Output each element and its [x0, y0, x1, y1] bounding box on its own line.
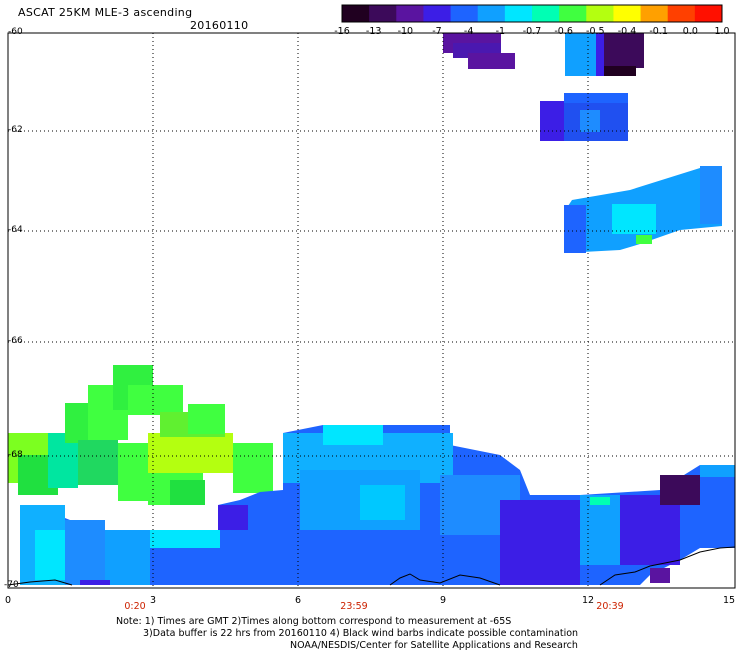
- swath-cell: [218, 505, 248, 530]
- swath-cell: [188, 404, 225, 434]
- colorbar-swatch: [640, 5, 669, 22]
- colorbar-swatch: [423, 5, 452, 22]
- time-label: 23:59: [340, 601, 368, 612]
- swath-cell: [230, 530, 310, 585]
- coastline: [7, 546, 736, 586]
- swath-cell: [620, 495, 680, 565]
- map-date: 20160110: [190, 19, 249, 32]
- x-tick-label: 12: [581, 595, 595, 606]
- swath-cell: [468, 53, 515, 69]
- colorbar-label: 0.0: [682, 26, 698, 37]
- swath-cell: [78, 440, 118, 485]
- colorbar-label: -4: [463, 26, 474, 37]
- swath-cell: [580, 110, 600, 132]
- swath-cell: [650, 568, 670, 583]
- colorbar-swatch: [450, 5, 479, 22]
- swath-cell: [580, 495, 620, 565]
- data-swaths: [8, 33, 735, 585]
- colorbar-swatch: [532, 5, 560, 22]
- swath-cell: [596, 33, 606, 76]
- y-tick-label: -64: [8, 225, 23, 235]
- colorbar: [341, 4, 723, 23]
- swath-cell: [233, 443, 273, 493]
- colorbar-label: -7: [432, 26, 442, 37]
- y-tick-label: -62: [8, 125, 23, 135]
- swath-cell: [65, 520, 105, 585]
- colorbar-label: 1.0: [714, 26, 730, 37]
- swath-cell: [590, 497, 610, 505]
- swath-cell: [660, 475, 700, 505]
- time-label: 20:39: [596, 601, 624, 612]
- swath-cell: [118, 443, 148, 501]
- swath-cell: [360, 485, 405, 520]
- swath-cell: [35, 530, 65, 580]
- swath-cell: [700, 166, 722, 224]
- x-tick-label: 3: [149, 595, 157, 606]
- colorbar-label: -16: [334, 26, 350, 37]
- colorbar-swatch: [369, 5, 397, 22]
- swath-cell: [604, 33, 644, 68]
- swath-cell: [80, 580, 110, 585]
- colorbar-swatch: [477, 5, 506, 22]
- y-tick-label: -66: [8, 336, 23, 346]
- swath-cell: [150, 548, 230, 585]
- colorbar-swatch: [342, 5, 370, 22]
- y-tick-label: -68: [8, 450, 23, 460]
- colorbar-swatch: [504, 5, 533, 22]
- note-line-1: Note: 1) Times are GMT 2)Times along bot…: [116, 616, 512, 627]
- swath-cell: [150, 530, 220, 550]
- swath-cell: [170, 480, 205, 505]
- swath-cell: [148, 433, 233, 473]
- swath-cell: [105, 530, 150, 585]
- colorbar-label: -10: [397, 26, 414, 37]
- swath-cell: [500, 500, 580, 585]
- x-tick-label: 0: [4, 595, 12, 606]
- x-tick-label: 6: [294, 595, 302, 606]
- swath-cell: [636, 235, 652, 244]
- colorbar-label: -0.7: [522, 26, 542, 37]
- note-line-2: 3)Data buffer is 22 hrs from 20160110 4)…: [143, 628, 579, 639]
- colorbar-label: -0.5: [586, 26, 605, 37]
- colorbar-label: -0.1: [649, 26, 668, 37]
- y-tick-label: -60: [8, 27, 23, 37]
- y-tick-label: -70: [4, 580, 19, 590]
- colorbar-swatch: [396, 5, 424, 22]
- colorbar-swatch: [667, 5, 696, 22]
- colorbar-swatch: [613, 5, 642, 22]
- swath-cell: [128, 385, 183, 415]
- colorbar-swatch: [586, 5, 614, 22]
- time-label: 0:20: [124, 601, 146, 612]
- colorbar-label: -0.4: [617, 26, 637, 37]
- note-line-3: NOAA/NESDIS/Center for Satellite Applica…: [290, 640, 578, 651]
- swath-cell: [564, 93, 628, 103]
- swath-cell: [323, 425, 383, 445]
- swath-cell: [700, 465, 735, 477]
- swath-cell: [700, 465, 735, 545]
- colorbar-swatch: [694, 5, 723, 22]
- gridlines: [8, 33, 735, 588]
- colorbar-label: -0.6: [554, 26, 573, 37]
- swath-cell: [612, 204, 656, 234]
- colorbar-label: -13: [365, 26, 382, 37]
- x-tick-label: 15: [722, 595, 736, 606]
- map-title: ASCAT 25KM MLE-3 ascending: [18, 6, 193, 19]
- colorbar-swatch: [559, 5, 587, 22]
- plot-frame: [7, 32, 736, 589]
- swath-cell: [540, 101, 564, 141]
- colorbar-label: -1: [495, 26, 506, 37]
- swath-cell: [604, 66, 636, 76]
- swath-cell: [565, 33, 597, 76]
- x-tick-label: 9: [439, 595, 447, 606]
- swath-cell: [564, 205, 586, 253]
- colorbar-frame: [341, 4, 723, 23]
